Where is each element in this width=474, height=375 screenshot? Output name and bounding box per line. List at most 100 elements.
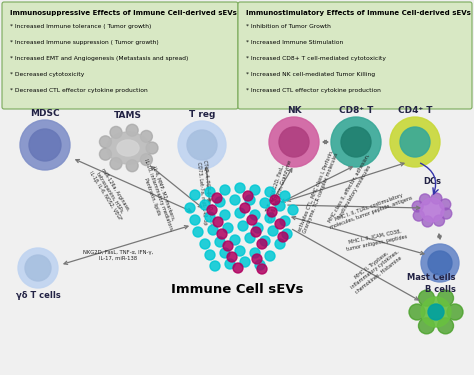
Circle shape (178, 121, 226, 169)
Text: * Decreased CTL effector cytokine production: * Decreased CTL effector cytokine produc… (10, 88, 148, 93)
Text: CD8⁺ T: CD8⁺ T (339, 106, 373, 115)
Circle shape (190, 190, 200, 200)
Circle shape (270, 195, 280, 205)
Circle shape (438, 318, 454, 334)
Circle shape (428, 304, 444, 320)
Text: * Increased CD8+ T cell-mediated cytotoxicity: * Increased CD8+ T cell-mediated cytotox… (246, 56, 386, 61)
Text: * Increased Immune Stimulation: * Increased Immune Stimulation (246, 40, 343, 45)
Circle shape (275, 239, 285, 249)
Circle shape (100, 148, 111, 160)
Text: * Decreased cytotoxicity: * Decreased cytotoxicity (10, 72, 84, 77)
Text: TNF-α, NKG2D, FasL,
CD56, Perforin, Granzyme: TNF-α, NKG2D, FasL, CD56, Perforin, Gran… (263, 158, 293, 222)
Text: activates CTL, MHC class I, Perforin,
Granzyme, TCR complex molecules: activates CTL, MHC class I, Perforin, Gr… (297, 149, 339, 235)
Circle shape (200, 200, 210, 210)
Text: Immunosuppressive Effects of Immune Cell-derived sEVs: Immunosuppressive Effects of Immune Cell… (10, 10, 237, 16)
Circle shape (110, 158, 122, 170)
Circle shape (223, 241, 233, 251)
Circle shape (245, 195, 255, 205)
Circle shape (230, 195, 240, 205)
Circle shape (25, 255, 51, 281)
Circle shape (390, 117, 440, 167)
Circle shape (243, 191, 253, 201)
Circle shape (265, 251, 275, 261)
Circle shape (190, 215, 200, 225)
Text: Immune Cell sEVs: Immune Cell sEVs (171, 283, 303, 296)
Circle shape (200, 239, 210, 249)
Circle shape (18, 248, 58, 288)
FancyBboxPatch shape (238, 2, 472, 109)
Circle shape (421, 244, 459, 282)
Circle shape (227, 252, 237, 262)
Ellipse shape (107, 132, 149, 164)
Circle shape (251, 227, 261, 237)
Text: IL-4, MMP, M2-markers,
IL-10, inflammatory mediators,
Pentraxin, lipids: IL-4, MMP, M2-markers, IL-10, inflammato… (137, 156, 179, 234)
Circle shape (409, 304, 425, 320)
Circle shape (240, 257, 250, 267)
Circle shape (126, 160, 138, 172)
Circle shape (265, 213, 275, 223)
Circle shape (419, 318, 435, 334)
Circle shape (268, 226, 278, 236)
Circle shape (260, 236, 270, 246)
Text: Mast Cells: Mast Cells (407, 273, 455, 282)
Circle shape (29, 129, 61, 161)
Text: * Increased Immune suppression ( Tumor growth): * Increased Immune suppression ( Tumor g… (10, 40, 159, 45)
Text: TAMS: TAMS (114, 111, 142, 120)
Circle shape (220, 248, 230, 258)
Circle shape (447, 304, 463, 320)
FancyBboxPatch shape (2, 2, 238, 109)
Circle shape (413, 210, 424, 221)
Circle shape (212, 193, 222, 203)
Circle shape (421, 297, 451, 327)
Circle shape (235, 246, 245, 256)
Ellipse shape (117, 140, 139, 156)
Circle shape (215, 237, 225, 247)
Text: NK: NK (287, 106, 301, 115)
Circle shape (275, 201, 285, 211)
Circle shape (245, 233, 255, 243)
Text: CD4⁺ T: CD4⁺ T (398, 106, 432, 115)
Circle shape (422, 216, 433, 227)
Circle shape (434, 215, 445, 226)
Circle shape (205, 250, 215, 260)
Circle shape (250, 185, 260, 195)
Circle shape (110, 126, 122, 138)
Circle shape (278, 232, 288, 242)
Text: Immunostimulatory Effects of Immune Cell-derived sEVs: Immunostimulatory Effects of Immune Cell… (246, 10, 471, 16)
Text: MHC I, II, ICAM, CD38,
tumor antigens, peptides: MHC I, II, ICAM, CD38, tumor antigens, p… (345, 228, 408, 252)
Circle shape (220, 210, 230, 220)
Circle shape (233, 263, 243, 273)
Circle shape (210, 261, 220, 271)
Text: * Increased NK cell-mediated Tumor Killing: * Increased NK cell-mediated Tumor Killi… (246, 72, 375, 77)
Circle shape (253, 223, 263, 233)
Circle shape (213, 217, 223, 227)
Text: T reg: T reg (189, 110, 215, 119)
Circle shape (419, 290, 435, 306)
Circle shape (100, 136, 111, 148)
Circle shape (250, 210, 260, 220)
Circle shape (341, 127, 371, 157)
Circle shape (280, 191, 290, 201)
Circle shape (265, 187, 275, 197)
Circle shape (412, 201, 423, 212)
Circle shape (146, 142, 158, 154)
Circle shape (235, 183, 245, 193)
Circle shape (438, 290, 454, 306)
Circle shape (440, 199, 451, 210)
Circle shape (420, 198, 444, 222)
Circle shape (215, 197, 225, 207)
Circle shape (223, 223, 233, 233)
Circle shape (419, 194, 430, 205)
Circle shape (275, 219, 285, 229)
Circle shape (279, 127, 309, 157)
Text: * Increased Immune tolerance ( Tumor growth): * Increased Immune tolerance ( Tumor gro… (10, 24, 151, 29)
Circle shape (140, 154, 152, 166)
Circle shape (225, 259, 235, 269)
Circle shape (20, 120, 70, 170)
Text: MDSC: MDSC (30, 109, 60, 118)
Circle shape (400, 127, 430, 157)
Text: * Increased EMT and Angiogenesis (Metastasis and spread): * Increased EMT and Angiogenesis (Metast… (10, 56, 188, 61)
Circle shape (260, 198, 270, 208)
Text: DCs: DCs (423, 177, 441, 186)
Text: MHC I, II, TLRs, costimulatory
molecules, tumor peptide, antigens: MHC I, II, TLRs, costimulatory molecules… (327, 190, 413, 230)
